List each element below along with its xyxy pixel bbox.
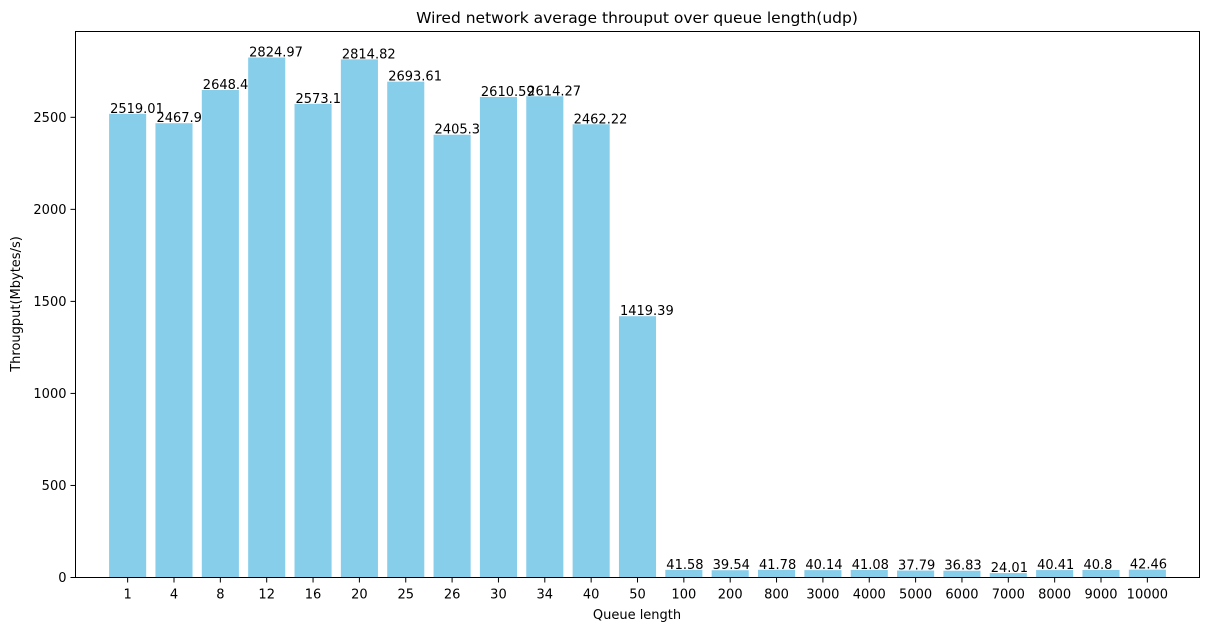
bar-12: [248, 57, 286, 578]
data-label-50: 1419.39: [620, 304, 674, 319]
y-tick-label-2000: 2000: [33, 203, 66, 218]
bar-34: [526, 96, 564, 578]
x-tick-label-7000: 7000: [992, 588, 1025, 603]
data-label-200: 39.54: [713, 558, 750, 573]
data-label-3000: 40.14: [805, 558, 842, 573]
bar-800: [758, 569, 796, 578]
bar-26: [433, 134, 471, 578]
data-label-5000: 37.79: [898, 559, 935, 574]
bar-6000: [943, 570, 981, 578]
data-label-16: 2573.12: [296, 92, 350, 107]
data-label-6000: 36.83: [944, 559, 981, 574]
x-tick-label-50: 50: [629, 588, 646, 603]
bar-7000: [989, 573, 1027, 578]
data-label-8: 2648.42: [203, 78, 257, 93]
data-label-4: 2467.9: [156, 111, 202, 126]
bar-50: [618, 316, 657, 578]
data-label-34: 2614.27: [527, 84, 581, 99]
bar-10000: [1128, 569, 1166, 578]
bar-16: [294, 103, 332, 578]
data-label-7000: 24.01: [991, 561, 1028, 576]
bar-8000: [1036, 570, 1074, 578]
data-label-800: 41.78: [759, 558, 796, 573]
y-tick-label-500: 500: [42, 479, 67, 494]
x-tick-label-8000: 8000: [1038, 588, 1071, 603]
x-tick-label-26: 26: [444, 588, 461, 603]
bar-200: [711, 570, 749, 578]
x-tick-label-100: 100: [671, 588, 696, 603]
x-tick-label-9000: 9000: [1084, 588, 1117, 603]
data-label-12: 2824.97: [249, 46, 303, 61]
x-tick-label-16: 16: [305, 588, 322, 603]
x-tick-label-40: 40: [583, 588, 600, 603]
bar-9000: [1082, 569, 1120, 578]
bar-4: [155, 123, 193, 578]
x-tick-label-5000: 5000: [899, 588, 932, 603]
bar-4000: [850, 569, 888, 578]
x-tick-label-12: 12: [258, 588, 275, 603]
x-tick-label-20: 20: [351, 588, 368, 603]
bar-1: [109, 113, 147, 578]
data-label-20: 2814.82: [342, 47, 396, 62]
x-tick-label-34: 34: [537, 588, 554, 603]
data-label-30: 2610.59: [481, 85, 535, 100]
x-tick-label-3000: 3000: [806, 588, 839, 603]
bar-30: [479, 96, 517, 578]
bar-20: [340, 59, 378, 578]
bar-40: [572, 124, 610, 578]
y-tick-label-1500: 1500: [33, 295, 66, 310]
bar-100: [665, 569, 703, 578]
x-tick-label-4000: 4000: [853, 588, 886, 603]
bar-25: [387, 81, 425, 578]
data-label-26: 2405.33: [435, 123, 489, 138]
bar-3000: [804, 570, 842, 578]
data-label-10000: 42.46: [1130, 558, 1167, 573]
x-tick-label-8: 8: [216, 588, 224, 603]
data-label-1: 2519.01: [110, 102, 164, 117]
data-label-40: 2462.22: [574, 112, 628, 127]
x-axis-label: Queue length: [593, 608, 681, 623]
x-tick-label-1: 1: [124, 588, 132, 603]
data-label-100: 41.58: [666, 558, 703, 573]
y-tick-label-0: 0: [58, 571, 66, 586]
x-tick-label-800: 800: [764, 588, 789, 603]
data-label-8000: 40.41: [1037, 558, 1074, 573]
x-tick-label-30: 30: [490, 588, 507, 603]
x-tick-label-4: 4: [170, 588, 178, 603]
data-label-25: 2693.61: [388, 70, 442, 85]
x-tick-label-6000: 6000: [945, 588, 978, 603]
chart-title: Wired network average throuput over queu…: [416, 9, 858, 27]
bar-5000: [897, 570, 935, 578]
bar-8: [201, 90, 239, 578]
x-tick-label-10000: 10000: [1127, 588, 1168, 603]
y-tick-label-1000: 1000: [33, 387, 66, 402]
y-axis-label: Througput(Mbytes/s): [9, 236, 24, 373]
x-tick-label-25: 25: [397, 588, 414, 603]
x-tick-label-200: 200: [718, 588, 743, 603]
data-label-4000: 41.08: [852, 558, 889, 573]
data-label-9000: 40.8: [1083, 558, 1112, 573]
y-tick-label-2500: 2500: [33, 111, 66, 126]
